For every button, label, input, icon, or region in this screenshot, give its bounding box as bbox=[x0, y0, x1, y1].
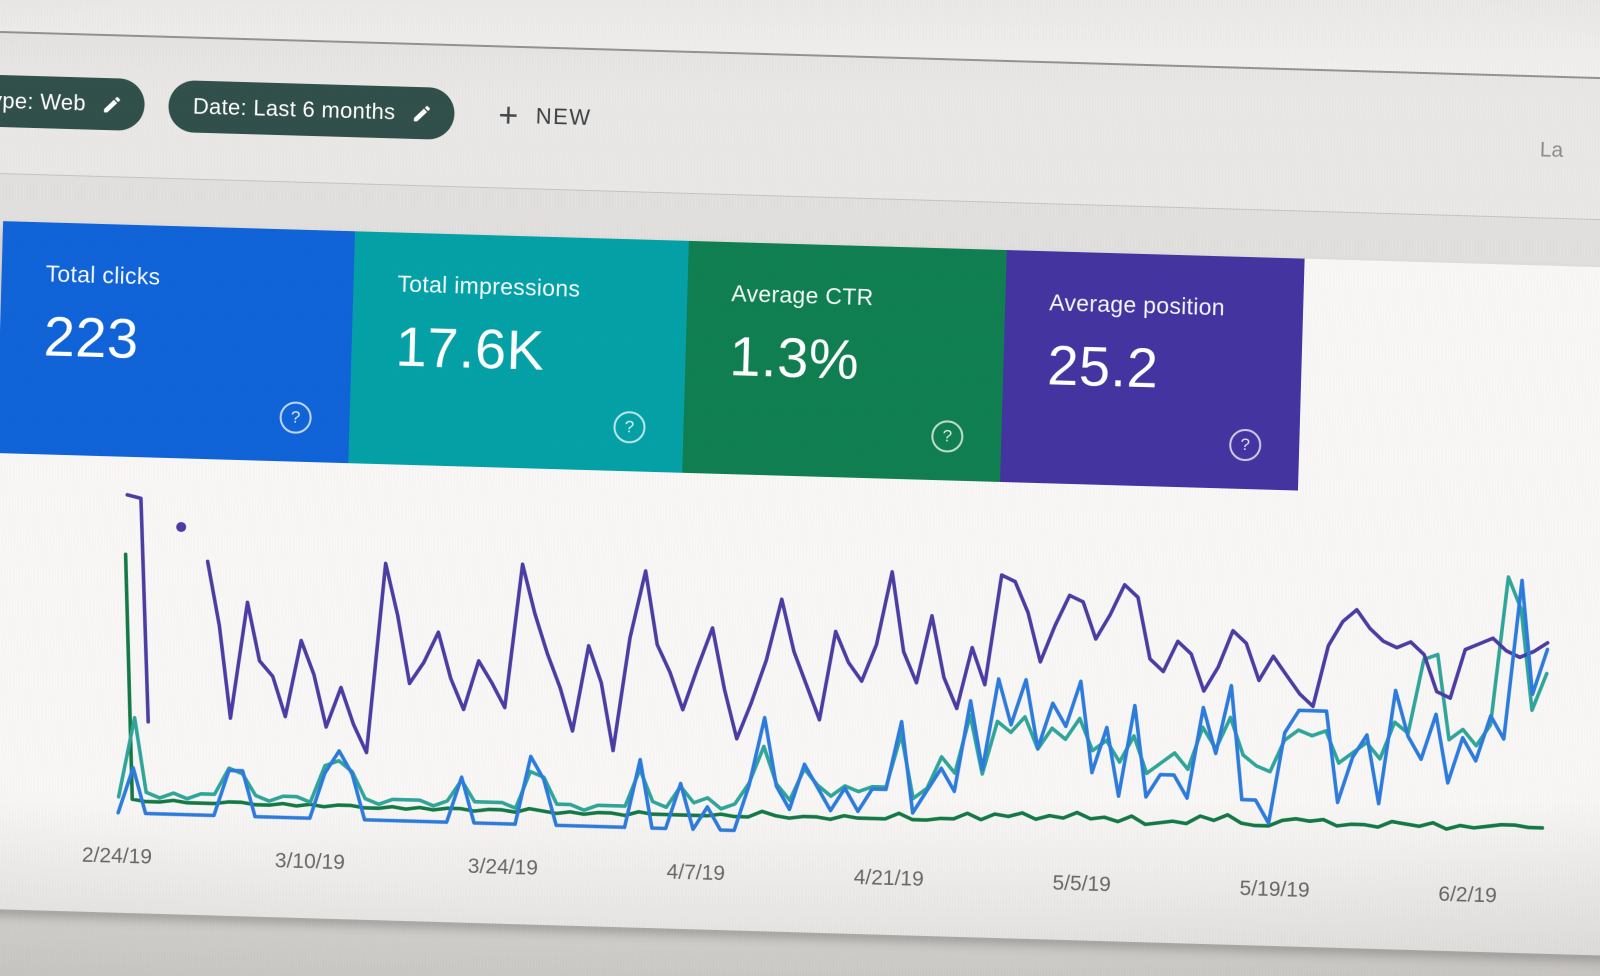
card-title: Average CTR bbox=[731, 280, 874, 311]
help-icon[interactable]: ? bbox=[930, 419, 964, 453]
series-line-total-clicks bbox=[116, 578, 1550, 833]
card-value: 17.6K bbox=[394, 314, 546, 382]
last-updated-partial-text: La bbox=[1539, 138, 1564, 163]
card-title: Total impressions bbox=[397, 270, 581, 302]
x-tick-label: 4/7/19 bbox=[666, 860, 726, 886]
pencil-icon[interactable] bbox=[411, 102, 433, 124]
x-tick-label: 4/21/19 bbox=[853, 865, 925, 891]
performance-chart: 2/24/19 3/10/19 3/24/19 4/7/19 4/21/19 5/5/19… bbox=[82, 483, 1569, 925]
x-tick-label: 5/19/19 bbox=[1239, 877, 1310, 903]
performance-panel: Total clicks 223 ? Total impressions 17.… bbox=[0, 221, 1600, 959]
search-type-filter-chip[interactable]: type: Web bbox=[0, 73, 146, 132]
series-line-total-impressions bbox=[125, 493, 151, 724]
date-filter-chip[interactable]: Date: Last 6 months bbox=[168, 79, 456, 141]
card-title: Average position bbox=[1048, 289, 1226, 321]
x-tick-label: 3/10/19 bbox=[274, 849, 346, 875]
help-icon[interactable]: ? bbox=[279, 401, 313, 435]
series-line-total-impressions bbox=[205, 559, 1550, 755]
total-clicks-card[interactable]: Total clicks 223 ? bbox=[0, 221, 356, 464]
filter-toolbar: type: Web Date: Last 6 months + NEW bbox=[0, 31, 1600, 223]
x-tick-label: 2/24/19 bbox=[81, 843, 153, 869]
card-value: 223 bbox=[42, 304, 140, 371]
new-filter-button[interactable]: + NEW bbox=[497, 96, 592, 135]
series-line-average-position bbox=[123, 552, 1545, 831]
new-filter-button-label: NEW bbox=[535, 103, 592, 131]
x-tick-label: 6/2/19 bbox=[1438, 882, 1498, 908]
page-content: Total clicks 223 ? Total impressions 17.… bbox=[0, 172, 1600, 976]
filter-chips-row: type: Web Date: Last 6 months + NEW bbox=[0, 73, 592, 144]
plus-icon: + bbox=[497, 96, 521, 135]
series-line-average-ctr- bbox=[116, 575, 1549, 813]
metric-cards-row: Total clicks 223 ? Total impressions 17.… bbox=[0, 221, 1600, 501]
total-impressions-card[interactable]: Total impressions 17.6K ? bbox=[348, 231, 689, 473]
card-title: Total clicks bbox=[45, 260, 161, 290]
isolated-point-total-impressions bbox=[176, 521, 187, 532]
x-tick-label: 5/5/19 bbox=[1052, 871, 1112, 897]
x-tick-label: 3/24/19 bbox=[467, 854, 539, 880]
chart-canvas bbox=[116, 493, 1550, 833]
average-position-card[interactable]: Average position 25.2 ? bbox=[1000, 250, 1305, 491]
search-type-filter-label: type: Web bbox=[0, 87, 87, 116]
pencil-icon[interactable] bbox=[102, 93, 124, 115]
card-value: 25.2 bbox=[1046, 333, 1160, 400]
help-icon[interactable]: ? bbox=[1228, 428, 1262, 462]
help-icon[interactable]: ? bbox=[613, 410, 646, 444]
date-filter-label: Date: Last 6 months bbox=[192, 93, 396, 125]
average-ctr-card[interactable]: Average CTR 1.3% ? bbox=[682, 240, 1007, 482]
card-value: 1.3% bbox=[728, 324, 861, 391]
